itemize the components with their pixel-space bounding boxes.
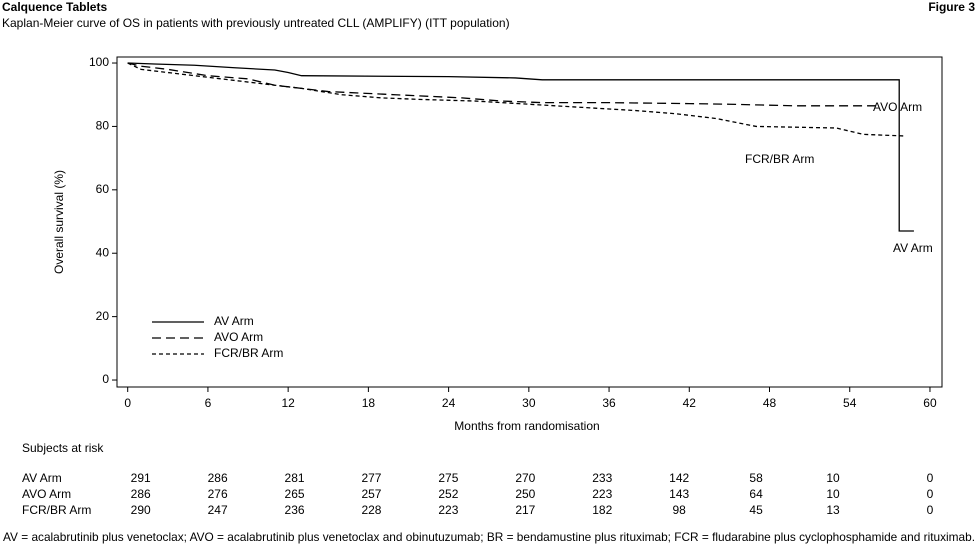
y-tick-label: 100 [89,55,109,69]
y-tick-label: 60 [96,182,110,196]
risk-count: 217 [515,503,535,517]
risk-count: 233 [592,471,612,485]
risk-row-label: FCR/BR Arm [22,503,91,517]
risk-table-title: Subjects at risk [22,441,104,455]
risk-count: 0 [927,487,934,501]
risk-count: 236 [285,503,305,517]
legend-label: AVO Arm [214,330,263,344]
legend-label: AV Arm [214,314,254,328]
risk-count: 252 [438,487,458,501]
risk-count: 64 [749,487,763,501]
risk-count: 290 [131,503,151,517]
risk-row-label: AV Arm [22,471,62,485]
survival-curve [127,62,914,232]
risk-count: 276 [208,487,228,501]
y-tick-label: 20 [96,309,110,323]
x-axis-label: Months from randomisation [454,419,599,433]
x-tick-label: 48 [763,396,777,410]
risk-count: 286 [208,471,228,485]
y-tick-label: 0 [102,372,109,386]
header-title: Calquence Tablets [2,0,107,14]
y-axis-label: Overall survival (%) [52,170,66,274]
risk-count: 228 [361,503,381,517]
risk-row-label: AVO Arm [22,487,71,501]
risk-count: 182 [592,503,612,517]
curve-annotation: AV Arm [893,241,933,255]
risk-count: 265 [285,487,305,501]
risk-count: 247 [208,503,228,517]
risk-count: 291 [131,471,151,485]
risk-count: 275 [438,471,458,485]
risk-count: 257 [361,487,381,501]
risk-count: 45 [749,503,763,517]
footnote: AV = acalabrutinib plus venetoclax; AVO … [3,530,975,544]
figure-label: Figure 3 [928,0,975,14]
survival-curve [127,62,904,137]
risk-count: 10 [826,487,840,501]
risk-count: 58 [749,471,763,485]
risk-count: 143 [669,487,689,501]
risk-count: 10 [826,471,840,485]
legend-label: FCR/BR Arm [214,346,283,360]
risk-count: 281 [285,471,305,485]
x-tick-label: 60 [923,396,937,410]
risk-count: 0 [927,503,934,517]
risk-count: 223 [592,487,612,501]
chart-title: Kaplan-Meier curve of OS in patients wit… [2,16,510,30]
risk-count: 142 [669,471,689,485]
risk-count: 277 [361,471,381,485]
x-tick-label: 24 [442,396,456,410]
risk-count: 270 [515,471,535,485]
curve-annotation: AVO Arm [873,100,922,114]
x-tick-label: 54 [843,396,857,410]
risk-count: 0 [927,471,934,485]
x-tick-label: 36 [602,396,616,410]
x-tick-label: 42 [683,396,697,410]
risk-count: 286 [131,487,151,501]
x-tick-label: 0 [124,396,131,410]
y-tick-label: 40 [96,245,110,259]
y-tick-label: 80 [96,119,110,133]
survival-curve [127,62,877,107]
curve-annotation: FCR/BR Arm [745,152,814,166]
risk-count: 98 [673,503,687,517]
plot-frame [116,56,943,388]
risk-count: 223 [438,503,458,517]
risk-count: 13 [826,503,840,517]
risk-count: 250 [515,487,535,501]
x-tick-label: 30 [522,396,536,410]
x-tick-label: 18 [362,396,376,410]
x-tick-label: 12 [281,396,295,410]
x-tick-label: 6 [205,396,212,410]
